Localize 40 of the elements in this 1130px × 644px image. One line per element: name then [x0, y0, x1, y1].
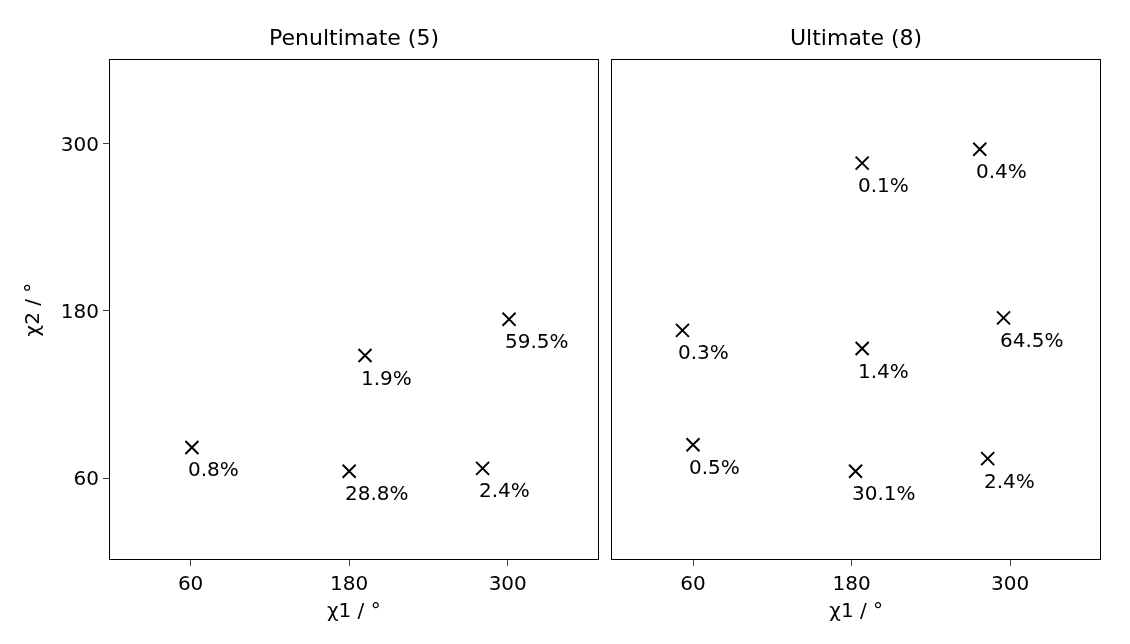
annotation: 1.4% [858, 359, 909, 383]
x-axis-title: χ1 / ° [326, 597, 381, 622]
point [475, 460, 491, 476]
y-tick-label: 300 [60, 131, 99, 156]
point [996, 310, 1012, 326]
x-tick-label: 300 [991, 571, 1030, 595]
annotation: 0.3% [678, 340, 729, 364]
y-tick-label: 60 [73, 466, 99, 491]
x-tick-label: 180 [330, 571, 369, 595]
x-tick-label: 60 [177, 571, 204, 595]
point [501, 311, 517, 327]
annotation: 0.5% [689, 455, 740, 479]
point [674, 322, 690, 338]
x-tick-label: 180 [832, 571, 871, 595]
annotation: 0.4% [976, 159, 1027, 183]
point [854, 155, 870, 171]
annotation: 2.4% [984, 469, 1035, 493]
annotation: 2.4% [479, 478, 530, 502]
point [357, 348, 373, 363]
y-axis-title: χ2 / ° [20, 282, 45, 337]
point [854, 341, 870, 357]
annotation: 59.5% [505, 329, 569, 353]
point [980, 451, 996, 467]
y-tick-label: 180 [60, 298, 99, 323]
point [184, 439, 200, 455]
annotation: 1.9% [361, 366, 412, 390]
annotation: 28.8% [345, 481, 409, 505]
point [972, 141, 988, 157]
annotation: 64.5% [1000, 328, 1064, 352]
x-axis-title: χ1 / ° [829, 597, 884, 622]
annotation: 0.1% [858, 173, 909, 197]
point [685, 437, 701, 453]
annotation: 0.8% [188, 457, 239, 481]
point [341, 463, 357, 479]
chart-title: Penultimate (5) [269, 25, 439, 50]
x-tick-label: 300 [488, 571, 527, 595]
annotation: 30.1% [852, 481, 916, 505]
chart-title: Ultimate (8) [790, 25, 923, 50]
point [848, 463, 864, 479]
x-tick-label: 60 [680, 571, 706, 595]
